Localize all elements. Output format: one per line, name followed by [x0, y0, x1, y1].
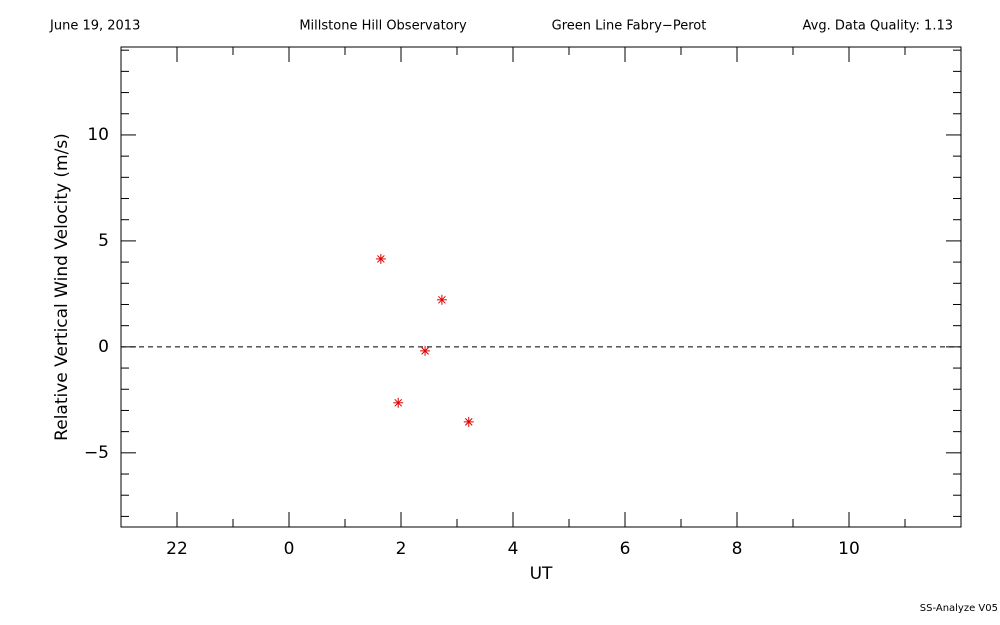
- point: [393, 397, 404, 408]
- x-tick-label: 2: [396, 539, 407, 559]
- y-tick-label: 10: [87, 125, 109, 145]
- marker-stroke: [394, 398, 403, 407]
- data-quality: Avg. Data Quality: 1.13: [803, 19, 953, 34]
- y-axis-label: Relative Vertical Wind Velocity (m/s): [52, 133, 72, 441]
- y-tick-label: 0: [98, 337, 109, 357]
- observatory: Millstone Hill Observatory: [299, 19, 467, 34]
- x-tick-label: 6: [620, 539, 631, 559]
- marker-stroke: [376, 255, 385, 263]
- marker-stroke: [438, 295, 446, 304]
- point: [375, 253, 386, 264]
- date: June 19, 2013: [49, 19, 140, 34]
- x-tick-label: 10: [838, 539, 860, 559]
- y-tick-label: −5: [84, 443, 109, 463]
- footer: SS-Analyze V05: [920, 603, 998, 614]
- point: [420, 345, 431, 356]
- point: [436, 294, 447, 305]
- x-tick-label: 22: [166, 539, 188, 559]
- marker-stroke: [464, 418, 473, 426]
- plot-frame: [120, 46, 962, 528]
- x-tick-label: 0: [284, 539, 295, 559]
- x-axis-label: UT: [530, 564, 553, 584]
- x-tick-label: 8: [732, 539, 743, 559]
- x-tick-label: 4: [508, 539, 519, 559]
- instrument: Green Line Fabry−Perot: [552, 19, 707, 34]
- marker-stroke: [421, 347, 429, 355]
- point: [463, 416, 474, 427]
- y-tick-label: 5: [98, 231, 109, 251]
